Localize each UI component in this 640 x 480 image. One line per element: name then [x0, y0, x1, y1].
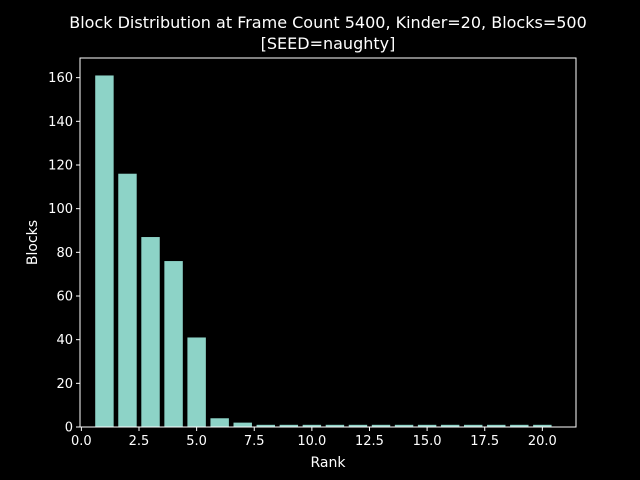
x-tick-label: 17.5 — [470, 434, 499, 449]
bar — [440, 424, 460, 427]
bar — [210, 418, 229, 427]
chart-subtitle: [SEED=naughty] — [261, 34, 396, 53]
x-tick-label: 12.5 — [355, 434, 384, 449]
chart-title: Block Distribution at Frame Count 5400, … — [69, 13, 587, 32]
x-tick-label: 5.0 — [186, 434, 207, 449]
bar — [118, 173, 137, 427]
bar — [487, 424, 506, 427]
bar — [417, 424, 437, 427]
y-tick-label: 80 — [56, 246, 73, 261]
y-tick-label: 100 — [48, 202, 73, 217]
x-tick-label: 10.0 — [297, 434, 326, 449]
bar — [348, 424, 368, 427]
bars-group — [95, 75, 552, 427]
bar — [279, 424, 299, 427]
plot-area-frame — [79, 57, 577, 428]
x-tick-label: 15.0 — [413, 434, 442, 449]
y-tick-label: 120 — [48, 158, 73, 173]
x-tick-label: 0.0 — [71, 434, 92, 449]
bar — [371, 424, 391, 427]
bar — [463, 424, 483, 427]
x-tick-label: 20.0 — [528, 434, 557, 449]
bar — [533, 424, 552, 427]
y-axis-label: Blocks — [25, 220, 41, 265]
bar — [187, 337, 206, 427]
x-ticks-group: 0.0 2.5 5.0 7.5 10.0 12.5 15.0 17.5 20.0 — [71, 427, 557, 449]
bar — [256, 424, 275, 427]
y-tick-label: 40 — [56, 333, 73, 348]
bar — [510, 424, 529, 427]
x-tick-label: 7.5 — [244, 434, 265, 449]
y-tick-label: 0 — [65, 421, 73, 436]
bar — [164, 261, 183, 427]
bar — [233, 422, 252, 427]
bar — [141, 237, 160, 427]
y-ticks-group: 0 20 40 60 80 100 120 140 160 — [48, 71, 80, 436]
y-tick-label: 60 — [56, 289, 73, 304]
x-axis-label: Rank — [311, 455, 347, 471]
bar — [95, 75, 114, 427]
bar — [394, 424, 414, 427]
y-tick-label: 160 — [48, 71, 73, 86]
y-tick-label: 140 — [48, 115, 73, 130]
bar — [325, 424, 345, 427]
x-tick-label: 2.5 — [129, 434, 150, 449]
bar — [302, 424, 322, 427]
y-tick-label: 20 — [56, 377, 73, 392]
